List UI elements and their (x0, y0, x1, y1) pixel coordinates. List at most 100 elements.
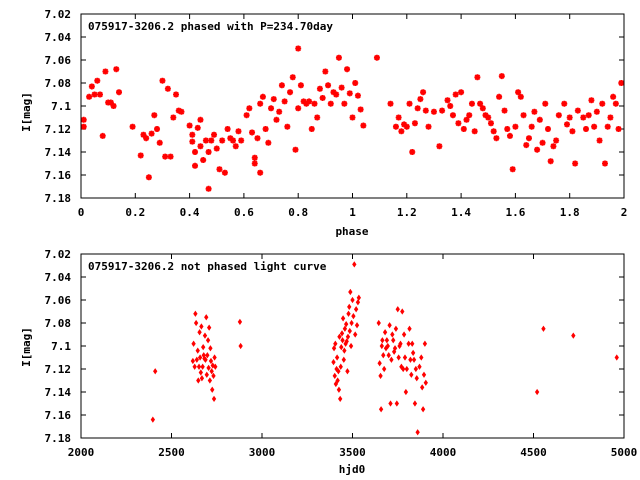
unphased-data-point (213, 363, 218, 370)
unphased-data-point (331, 358, 336, 366)
phased-data-point (295, 45, 302, 52)
phased-x-axis-label: phase (335, 225, 368, 238)
phased-data-point (278, 82, 285, 89)
unphased-y-tick-label: 7.08 (45, 317, 72, 330)
phased-x-tick-label: 0.2 (125, 206, 145, 219)
phased-data-point (289, 74, 296, 81)
phased-data-point (107, 99, 114, 106)
phased-data-point (471, 128, 478, 135)
phased-data-point (401, 121, 408, 128)
unphased-data-point (403, 388, 409, 396)
unphased-data-point (201, 344, 206, 351)
phased-data-point (525, 135, 532, 142)
unphased-data-point (198, 369, 203, 376)
phased-data-point (493, 135, 500, 142)
phased-data-point (395, 114, 402, 121)
phased-data-point (585, 112, 592, 119)
unphased-data-point (411, 356, 417, 363)
phased-data-point (615, 126, 622, 132)
phased-data-point (216, 166, 223, 173)
phased-data-point (506, 132, 513, 139)
unphased-data-point (199, 323, 204, 330)
phased-data-point (352, 80, 359, 86)
unphased-data-point (348, 288, 353, 296)
phased-x-tick-label: 0 (78, 206, 85, 219)
phased-data-point (482, 112, 489, 119)
unphased-data-point (401, 331, 407, 338)
unphased-data-point (410, 349, 416, 357)
unphased-data-point (191, 340, 196, 347)
phased-data-point (140, 131, 147, 138)
phased-data-point (110, 103, 117, 109)
phased-data-point (474, 74, 481, 81)
phased-data-point (327, 100, 334, 107)
phased-data-point (113, 66, 120, 73)
phased-plot-frame (80, 13, 625, 199)
unphased-data-point (211, 395, 217, 403)
phased-data-point (596, 137, 603, 144)
unphased-data-point (423, 379, 428, 386)
unphased-data-point (415, 429, 420, 436)
phased-data-point (265, 139, 272, 146)
phased-data-point (536, 116, 543, 123)
unphased-data-point (355, 299, 361, 306)
phased-y-tick-label: 7.02 (45, 8, 72, 21)
unphased-data-point (350, 296, 355, 304)
phased-y-tick-label: 7.04 (45, 31, 72, 44)
phased-data-point (200, 157, 207, 164)
phased-data-point (496, 93, 503, 100)
phased-x-tick-label: 1.4 (451, 206, 471, 219)
unphased-data-point (382, 329, 388, 336)
phased-data-point (88, 83, 95, 90)
phased-x-tick-label: 0.8 (288, 206, 308, 219)
unphased-data-point (206, 364, 211, 371)
phased-data-point (414, 105, 421, 112)
phased-data-point (167, 153, 174, 160)
phased-data-point (509, 166, 516, 173)
phased-data-point (392, 123, 399, 130)
phased-data-point (357, 106, 364, 113)
unphased-data-point (377, 360, 382, 367)
phased-data-point (205, 185, 212, 192)
unphased-y-tick-label: 7.1 (51, 340, 71, 353)
phased-y-tick-label: 7.1 (51, 100, 71, 113)
phased-data-point (447, 103, 454, 109)
unphased-data-point (336, 386, 342, 393)
phased-data-point (227, 135, 234, 142)
phased-data-point (249, 129, 256, 136)
phased-data-point (91, 91, 98, 98)
phased-data-point (295, 105, 302, 112)
unphased-data-point (346, 310, 351, 317)
phased-data-point (534, 146, 541, 153)
unphased-data-point (194, 356, 200, 363)
phased-data-point (251, 160, 258, 167)
phased-data-point (208, 137, 215, 144)
unphased-axis-ticks: 2000 2500 3000 3500 4000 4500 5000 7.02 7.04 7.06… (45, 248, 638, 459)
unphased-data-point (345, 368, 350, 375)
phased-data-point (449, 112, 456, 119)
unphased-data-point (332, 372, 337, 380)
unphased-data-point (541, 325, 546, 332)
phased-data-point (284, 123, 291, 130)
phased-data-point (582, 126, 589, 132)
phased-data-point (173, 91, 180, 98)
phased-data-point (490, 128, 497, 135)
phased-data-point (439, 107, 446, 114)
phased-data-point (341, 100, 348, 107)
phased-data-point (314, 114, 321, 121)
unphased-data-point (398, 340, 403, 347)
phased-data-point (512, 123, 519, 130)
unphased-data-point (414, 375, 419, 382)
unphased-data-point (404, 365, 409, 373)
unphased-data-point (336, 368, 341, 375)
phased-data-point (425, 123, 432, 130)
unphased-data-point (199, 375, 205, 382)
phased-data-point (387, 100, 394, 107)
phased-data-point (224, 126, 231, 132)
unphased-data-point (410, 340, 415, 347)
phased-data-point (257, 169, 264, 176)
phased-y-tick-label: 7.08 (45, 77, 72, 90)
unphased-data-point (391, 337, 396, 344)
phased-data-point (436, 143, 443, 150)
phased-data-point (569, 128, 576, 135)
